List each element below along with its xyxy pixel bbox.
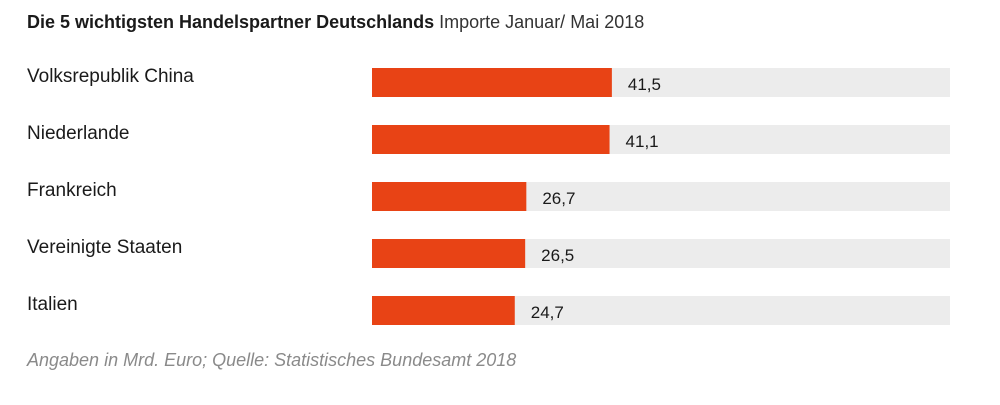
chart-title: Die 5 wichtigsten Handelspartner Deutsch… [27, 12, 644, 33]
category-label: Italien [27, 294, 78, 315]
category-label: Frankreich [27, 180, 117, 201]
bar [372, 296, 515, 325]
value-label: 41,5 [628, 75, 661, 94]
bar-row: Italien 24,7 [27, 294, 950, 325]
category-label: Niederlande [27, 123, 129, 144]
value-label: 26,5 [541, 246, 574, 265]
value-label: 26,7 [542, 189, 575, 208]
bar [372, 125, 610, 154]
value-label: 24,7 [531, 303, 564, 322]
source-note: Angaben in Mrd. Euro; Quelle: Statistisc… [27, 350, 517, 370]
bar-row: Volksrepublik China 41,5 [27, 66, 950, 97]
category-label: Vereinigte Staaten [27, 237, 182, 258]
bar [372, 182, 527, 211]
bar [372, 68, 612, 97]
bar [372, 239, 526, 268]
chart-subtitle: Importe Januar/ Mai 2018 [439, 12, 645, 32]
value-label: 41,1 [626, 132, 659, 151]
bar-chart: Volksrepublik China 41,5 Niederlande 41,1 Fr… [27, 66, 950, 325]
bar-row: Niederlande 41,1 [27, 123, 950, 154]
chart-title-main: Die 5 wichtigsten Handelspartner Deutsch… [27, 12, 435, 32]
bar-row: Vereinigte Staaten 26,5 [27, 237, 950, 268]
bar-row: Frankreich 26,7 [27, 180, 950, 211]
category-label: Volksrepublik China [27, 66, 194, 87]
